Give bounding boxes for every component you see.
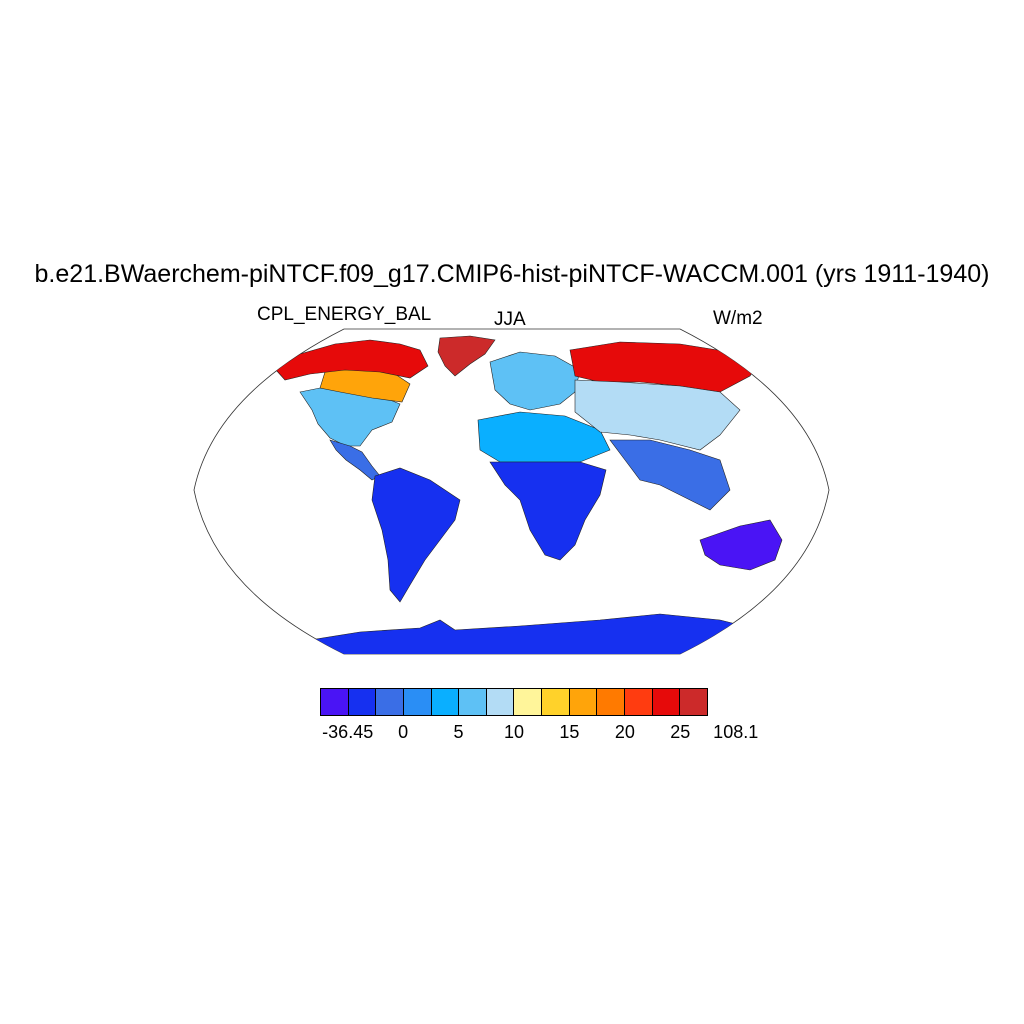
colorbar-tick-label: -36.45 xyxy=(322,723,373,741)
colorbar-box xyxy=(542,689,570,715)
colorbar-box xyxy=(487,689,515,715)
colorbar-box xyxy=(459,689,487,715)
colorbar-tick-label: 108.1 xyxy=(713,723,758,741)
colorbar-box xyxy=(625,689,653,715)
colorbar xyxy=(320,688,708,716)
colorbar-box xyxy=(570,689,598,715)
colorbar-tick-label: 25 xyxy=(670,723,690,741)
colorbar-box xyxy=(597,689,625,715)
colorbar-box xyxy=(321,689,349,715)
colorbar-box xyxy=(680,689,707,715)
colorbar-tick-label: 10 xyxy=(504,723,524,741)
colorbar-box xyxy=(349,689,377,715)
colorbar-tick-label: 15 xyxy=(559,723,579,741)
colorbar-box xyxy=(514,689,542,715)
colorbar-box xyxy=(653,689,681,715)
colorbar-tick-label: 0 xyxy=(398,723,408,741)
colorbar-box xyxy=(376,689,404,715)
colorbar-tick-label: 5 xyxy=(454,723,464,741)
colorbar-box xyxy=(404,689,432,715)
colorbar-box xyxy=(432,689,460,715)
colorbar-tick-label: 20 xyxy=(615,723,635,741)
